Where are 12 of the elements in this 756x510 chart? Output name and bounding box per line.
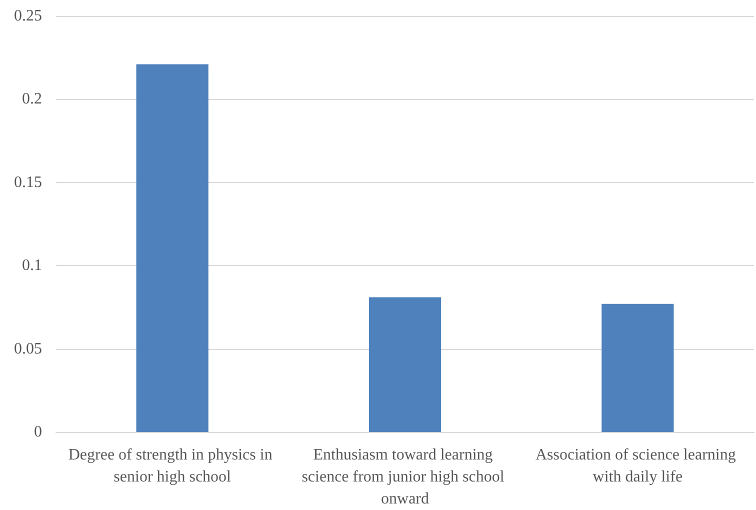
x-tick-label: Association of science learning with daily life xyxy=(535,446,740,486)
y-tick-label: 0.25 xyxy=(14,8,42,24)
bar xyxy=(136,64,208,432)
bar xyxy=(602,304,674,432)
y-tick-label: 0.05 xyxy=(14,340,42,358)
y-tick-label: 0.1 xyxy=(22,257,42,274)
bar xyxy=(368,297,442,432)
y-tick-label: 0.2 xyxy=(22,90,42,108)
y-tick-label: 0 xyxy=(34,424,42,440)
y-tick-label: 0.15 xyxy=(14,174,42,191)
x-tick-label: Enthusiasm toward learning science from junior high school onward xyxy=(302,446,508,508)
x-tick-label: Degree of strength in physics in senior high school xyxy=(68,446,276,486)
